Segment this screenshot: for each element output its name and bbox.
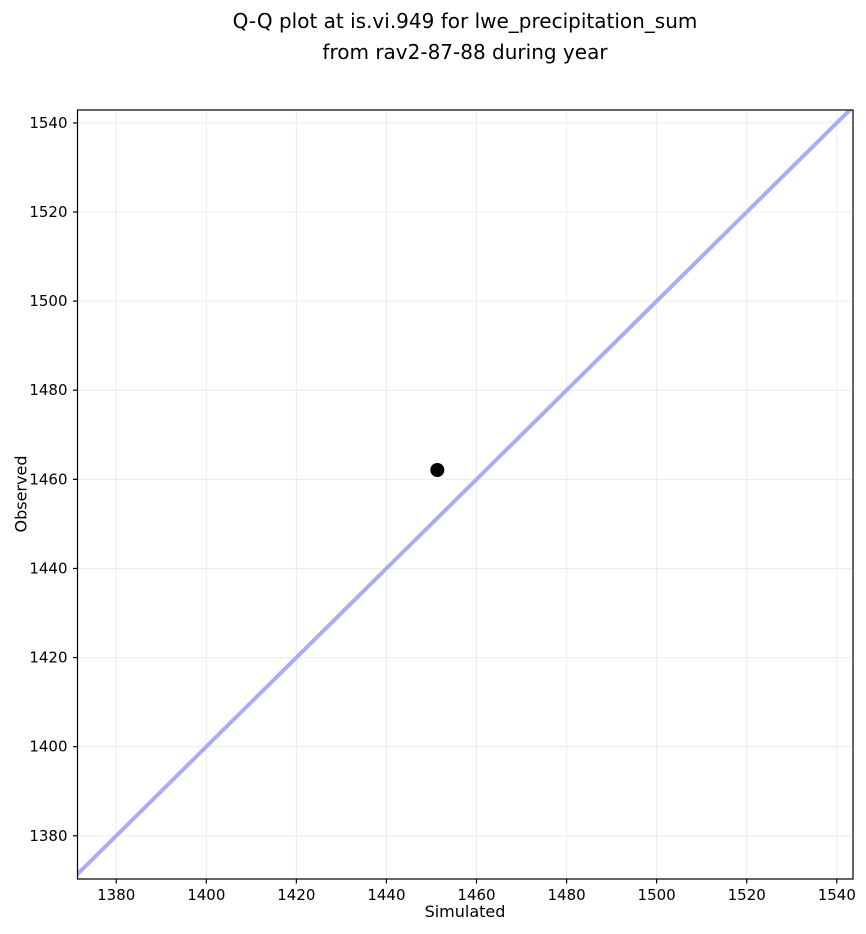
y-tick-label: 1480 <box>29 381 67 399</box>
chart-title-line1: Q-Q plot at is.vi.949 for lwe_precipitat… <box>232 9 698 33</box>
y-axis-label: Observed <box>11 455 31 533</box>
x-tick-label: 1500 <box>638 886 676 904</box>
y-tick-label: 1400 <box>29 738 67 756</box>
y-tick-label: 1380 <box>29 827 67 845</box>
x-tick-label: 1540 <box>818 886 856 904</box>
chart-title-line2: from rav2-87-88 during year <box>322 40 608 64</box>
x-axis-label: Simulated <box>424 902 506 921</box>
x-tick-label: 1440 <box>367 886 405 904</box>
y-tick-label: 1500 <box>29 292 67 310</box>
x-tick-label: 1380 <box>97 886 135 904</box>
x-tick-label: 1520 <box>728 886 766 904</box>
x-tick-label: 1460 <box>457 886 495 904</box>
y-tick-label: 1520 <box>29 203 67 221</box>
identity-line <box>77 110 853 877</box>
x-tick-label: 1480 <box>547 886 585 904</box>
x-tick-label: 1420 <box>277 886 315 904</box>
plot-background <box>77 110 853 879</box>
y-tick-label: 1420 <box>29 649 67 667</box>
chart-title: Q-Q plot at is.vi.949 for lwe_precipitat… <box>77 6 853 68</box>
y-tick-label: 1540 <box>29 114 67 132</box>
y-tick-label: 1460 <box>29 470 67 488</box>
x-tick-label: 1400 <box>187 886 225 904</box>
plot-border <box>76 109 854 880</box>
data-point <box>430 462 445 477</box>
y-tick-label: 1440 <box>29 559 67 577</box>
